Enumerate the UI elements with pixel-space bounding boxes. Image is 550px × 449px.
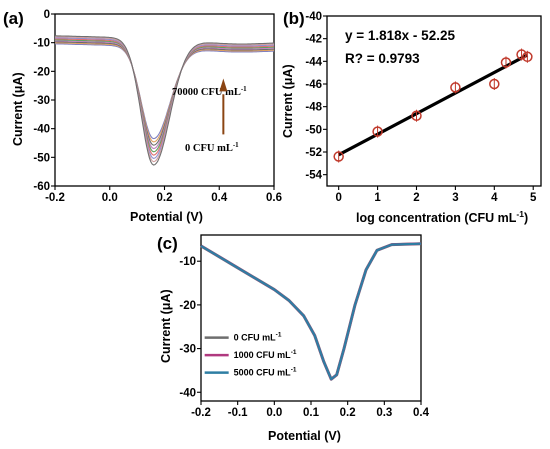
panel-a-x-axis-title: Potential (V) [130, 210, 203, 224]
panel-b-y-tick-label: -54 [305, 170, 322, 182]
panel-b-points [333, 48, 533, 163]
panel-b-fit-line [337, 53, 529, 157]
panel-a-label: (a) [3, 9, 24, 28]
panel-a-series-line [55, 38, 275, 156]
panel-b-y-tick-label: -40 [305, 11, 322, 23]
panel-a-series-line [55, 35, 274, 166]
panel-a-x-tick-label: -0.2 [45, 192, 65, 204]
panel-b-x-axis-title: log concentration (CFU mL-1) [356, 209, 528, 225]
panel-c-legend: 0 CFU mL-1 1000 CFU mL-1 5000 CFU mL-1 [204, 332, 297, 378]
panel-b-y-tick-label: -48 [305, 102, 322, 114]
panel-c-legend-label: 5000 CFU mL-1 [234, 367, 297, 378]
panel-c-y-tick-label: -30 [179, 344, 196, 356]
panel-a-y-tick-label: 0 [44, 9, 50, 21]
panel-b: (b) -40 -42 -44 -46 -48 -50 -52 -54 0 1 2 3 4 5 y = … [281, 9, 542, 225]
panel-b-x-tick-label: 1 [374, 192, 381, 204]
panel-c-y-tick-label: -20 [179, 300, 196, 312]
panel-a-y-tick-label: -20 [33, 66, 50, 78]
panel-b-x-tick-label: 4 [491, 192, 498, 204]
panel-c-y-ticks: -10 -20 -30 -40 [179, 256, 201, 399]
panel-b-y-tick-label: -46 [305, 79, 322, 91]
panel-c-x-tick-label: -0.1 [228, 407, 248, 419]
panel-a-annotation-bottom: 0 CFU mL-1 [185, 141, 239, 154]
panel-c-x-tick-label: 0.2 [340, 407, 356, 419]
panel-a-y-tick-label: -30 [33, 95, 50, 107]
panel-c-legend-label: 1000 CFU mL-1 [234, 349, 297, 360]
panel-a-series-line [55, 40, 275, 150]
panel-c-series-line [200, 242, 422, 381]
panel-a-y-tick-label: -10 [33, 38, 50, 50]
panel-b-plot-frame [326, 15, 542, 187]
panel-a-y-axis-title: Current (μA) [11, 72, 25, 146]
panel-c-label: (c) [157, 234, 178, 253]
panel-b-x-tick-label: 3 [452, 192, 458, 204]
panel-a-y-tick-label: -50 [33, 152, 50, 164]
panel-c-x-tick-label: -0.2 [191, 407, 211, 419]
panel-a-series [55, 35, 275, 166]
panel-c-x-tick-label: 0.3 [376, 407, 392, 419]
panel-b-fit-line-path [337, 53, 529, 157]
panel-a-series-line [55, 43, 275, 140]
panel-c-y-tick-label: -40 [179, 387, 196, 399]
panel-c-x-axis-title: Potential (V) [268, 429, 341, 443]
panel-b-x-tick-label: 5 [530, 192, 537, 204]
panel-a: (a) 0 -10 -20 -30 -40 -50 -60 -0.2 0.0 0.2 0.4 0.6… [3, 9, 282, 224]
panel-a-x-tick-label: 0.4 [211, 192, 228, 204]
panel-c-series [200, 242, 422, 381]
panel-a-x-tick-label: 0.2 [157, 192, 173, 204]
panel-c-y-tick-label: -10 [179, 256, 196, 268]
panel-c-x-tick-label: 0.4 [413, 407, 430, 419]
panel-b-label: (b) [283, 9, 305, 28]
panel-b-y-axis-title: Current (μA) [281, 64, 295, 138]
panel-a-series-line [55, 42, 275, 143]
panel-b-x-tick-label: 0 [335, 192, 341, 204]
panel-c-x-tick-label: 0.1 [303, 407, 320, 419]
panel-a-x-tick-label: 0.6 [266, 192, 282, 204]
panel-a-series-line [55, 37, 274, 159]
panel-b-r-squared: R? = 0.9793 [345, 51, 420, 66]
panel-b-x-tick-label: 2 [413, 192, 419, 204]
panel-a-series-line [55, 36, 274, 163]
panel-a-y-tick-label: -40 [33, 124, 50, 136]
panel-c-legend-label: 0 CFU mL-1 [234, 332, 282, 343]
panel-a-annotation-top: 70000 CFU mL-1 [172, 85, 247, 98]
panel-c-x-ticks: -0.2 -0.1 0.0 0.1 0.2 0.3 0.4 [191, 401, 430, 419]
panel-a-arrow [219, 78, 228, 135]
panel-b-y-tick-label: -52 [305, 147, 322, 159]
panel-b-x-ticks: 0 1 2 3 4 5 [335, 186, 537, 204]
panel-a-arrow-head [219, 78, 228, 92]
panel-b-y-ticks: -40 -42 -44 -46 -48 -50 -52 -54 [305, 11, 327, 182]
panel-b-y-tick-label: -44 [305, 56, 322, 68]
panel-c: (c) -10 -20 -30 -40 -0.2 -0.1 0.0 0.1 0.2 0.3 0.4… [157, 234, 430, 443]
panel-a-y-ticks: 0 -10 -20 -30 -40 -50 -60 [33, 9, 55, 193]
panel-a-x-ticks: -0.2 0.0 0.2 0.4 0.6 [45, 186, 282, 204]
panel-a-series-line [55, 41, 275, 146]
panel-c-y-axis-title: Current (μA) [159, 289, 173, 363]
panel-b-y-tick-label: -42 [305, 34, 322, 46]
panel-a-x-tick-label: 0.0 [102, 192, 118, 204]
panel-b-equation: y = 1.818x - 52.25 [345, 28, 455, 43]
panel-b-y-tick-label: -50 [305, 124, 322, 136]
panel-a-y-tick-label: -60 [33, 181, 50, 193]
panel-c-x-tick-label: 0.0 [266, 407, 282, 419]
panel-a-series-line [55, 39, 275, 153]
